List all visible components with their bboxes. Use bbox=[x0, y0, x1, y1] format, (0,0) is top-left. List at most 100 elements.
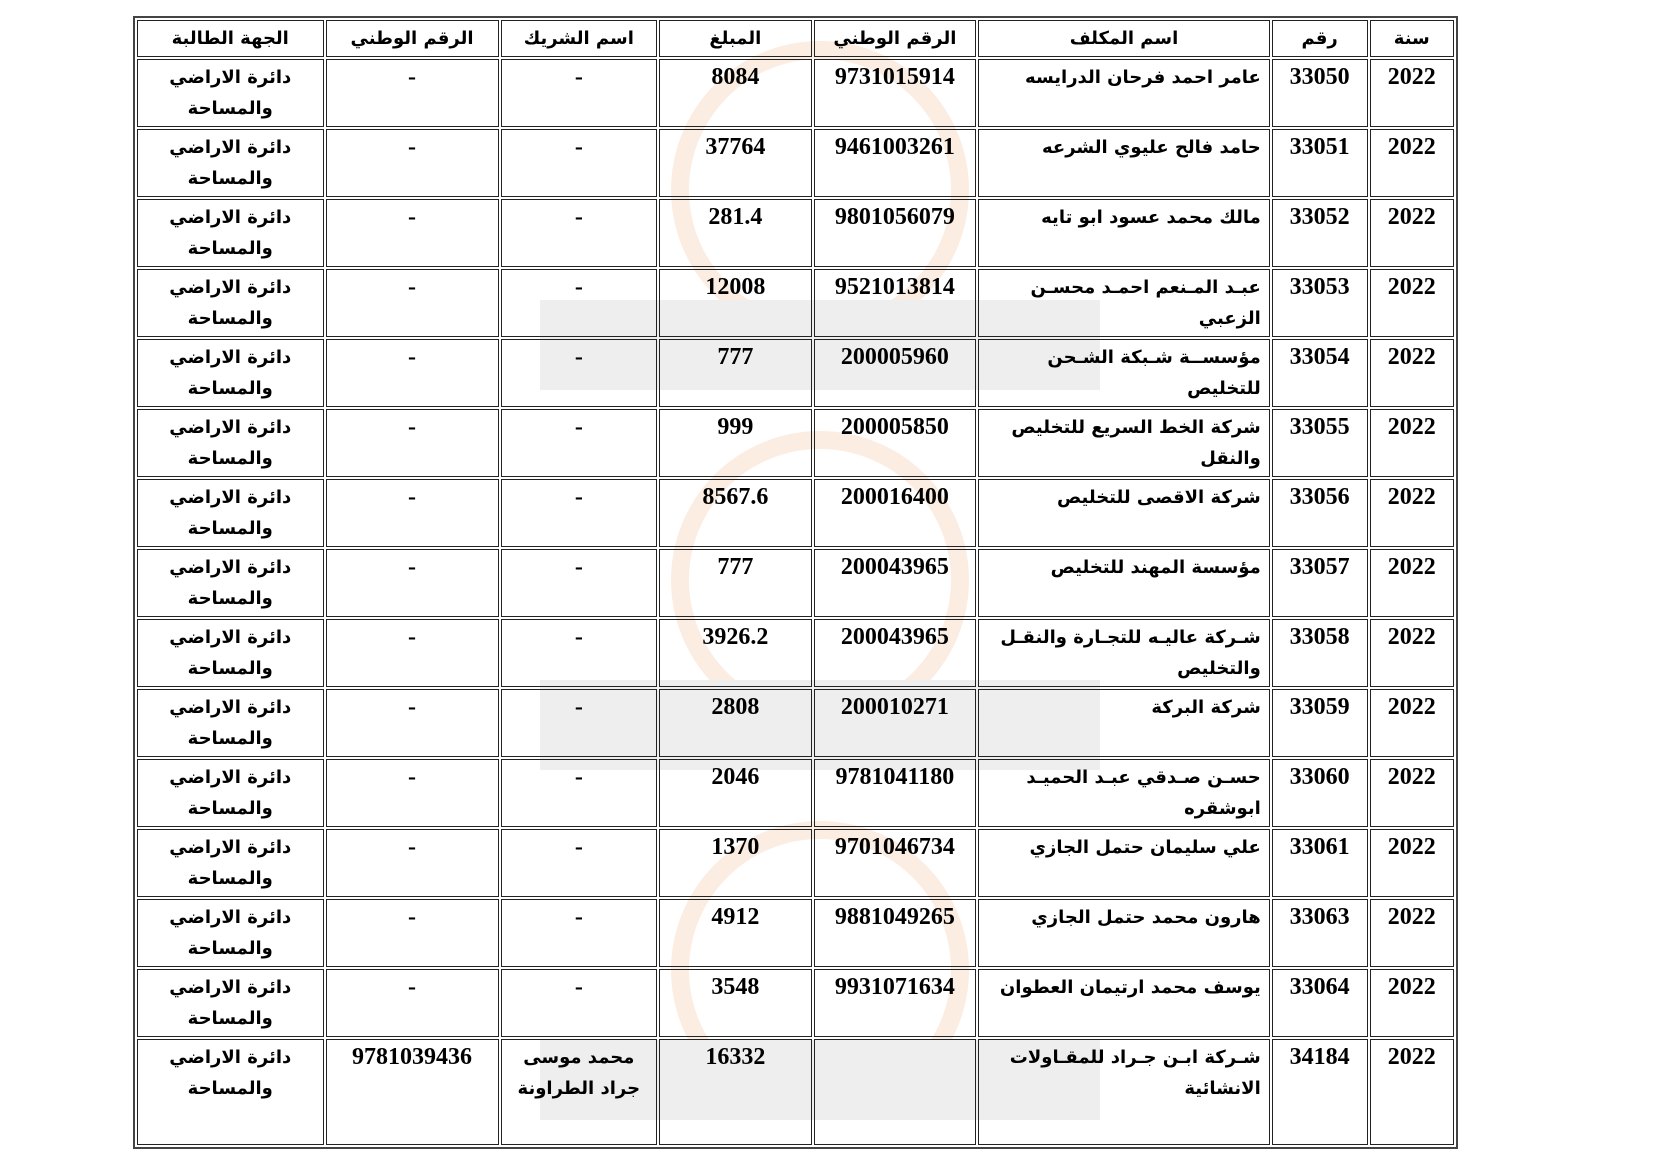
partner-national-id-cell: - bbox=[325, 969, 499, 1037]
amount-cell: 8084 bbox=[659, 59, 812, 127]
taxpayer-name-cell: هارون محمد حتمل الجازي bbox=[978, 899, 1270, 967]
number-cell: 34184 bbox=[1271, 1039, 1368, 1145]
header-taxpayer-name: اسم المكلف bbox=[978, 20, 1270, 57]
table-row: 2022 33063 هارون محمد حتمل الجازي 988104926… bbox=[137, 899, 1454, 967]
national-id-cell: 200005850 bbox=[813, 409, 977, 477]
national-id-cell: 9931071634 bbox=[813, 969, 977, 1037]
number-cell: 33050 bbox=[1271, 59, 1368, 127]
table-row: 2022 33052 مالك محمد عسود ابو تايه 98010560… bbox=[137, 199, 1454, 267]
table-row: 2022 33060 حسـن صـدقي عبـد الحميـد ابوشقره… bbox=[137, 759, 1454, 827]
number-cell: 33053 bbox=[1271, 269, 1368, 337]
requesting-party-cell: دائرة الاراضي والمساحة bbox=[137, 1039, 324, 1145]
national-id-cell: 9801056079 bbox=[813, 199, 977, 267]
amount-cell: 3926.2 bbox=[659, 619, 812, 687]
table-row: 2022 33055 شركة الخط السريع للتخليص والنقل… bbox=[137, 409, 1454, 477]
year-cell: 2022 bbox=[1369, 619, 1454, 687]
requesting-party-cell: دائرة الاراضي والمساحة bbox=[137, 129, 324, 197]
table-row: 2022 33051 حامد فالح عليوي الشرعه 946100326… bbox=[137, 129, 1454, 197]
year-cell: 2022 bbox=[1369, 549, 1454, 617]
table-row: 2022 33059 شركة البركة 200010271 2808- - دائرة… bbox=[137, 689, 1454, 757]
national-id-cell: 200043965 bbox=[813, 549, 977, 617]
year-cell: 2022 bbox=[1369, 59, 1454, 127]
header-amount: المبلغ bbox=[659, 20, 812, 57]
number-cell: 33057 bbox=[1271, 549, 1368, 617]
requesting-party-cell: دائرة الاراضي والمساحة bbox=[137, 969, 324, 1037]
partner-name-cell: - bbox=[500, 129, 658, 197]
requesting-party-cell: دائرة الاراضي والمساحة bbox=[137, 619, 324, 687]
partner-national-id-cell: - bbox=[325, 549, 499, 617]
year-cell: 2022 bbox=[1369, 689, 1454, 757]
taxpayer-name-cell: شركة الاقصى للتخليص bbox=[978, 479, 1270, 547]
partner-national-id-cell: - bbox=[325, 199, 499, 267]
year-cell: 2022 bbox=[1369, 129, 1454, 197]
taxpayer-name-cell: حسـن صـدقي عبـد الحميـد ابوشقره bbox=[978, 759, 1270, 827]
taxpayer-name-cell: شـركة عاليـه للتجـارة والنقـل والتخليص bbox=[978, 619, 1270, 687]
national-id-cell: 200010271 bbox=[813, 689, 977, 757]
national-id-cell: 200005960 bbox=[813, 339, 977, 407]
amount-cell: 281.4 bbox=[659, 199, 812, 267]
requesting-party-cell: دائرة الاراضي والمساحة bbox=[137, 59, 324, 127]
partner-national-id-cell: - bbox=[325, 269, 499, 337]
header-partner-national-id: الرقم الوطني bbox=[325, 20, 499, 57]
national-id-cell: 9781041180 bbox=[813, 759, 977, 827]
partner-name-cell: - bbox=[500, 619, 658, 687]
number-cell: 33058 bbox=[1271, 619, 1368, 687]
year-cell: 2022 bbox=[1369, 899, 1454, 967]
year-cell: 2022 bbox=[1369, 1039, 1454, 1145]
taxpayer-name-cell: يوسف محمد ارتيمان العطوان bbox=[978, 969, 1270, 1037]
partner-national-id-cell: - bbox=[325, 129, 499, 197]
amount-cell: 16332 bbox=[659, 1039, 812, 1145]
requesting-party-cell: دائرة الاراضي والمساحة bbox=[137, 409, 324, 477]
partner-national-id-cell: - bbox=[325, 409, 499, 477]
amount-cell: 777 bbox=[659, 339, 812, 407]
amount-cell: 12008 bbox=[659, 269, 812, 337]
taxpayer-name-cell: حامد فالح عليوي الشرعه bbox=[978, 129, 1270, 197]
partner-national-id-cell: - bbox=[325, 619, 499, 687]
requesting-party-cell: دائرة الاراضي والمساحة bbox=[137, 339, 324, 407]
table-header-row: سنة رقم اسم المكلف الرقم الوطني المبلغ اسم ال… bbox=[137, 20, 1454, 57]
partner-name-cell: - bbox=[500, 409, 658, 477]
table-row: 2022 33053 عبـد المـنعم احمـد محسـن الزعبي… bbox=[137, 269, 1454, 337]
national-id-cell: 9701046734 bbox=[813, 829, 977, 897]
national-id-cell: 200016400 bbox=[813, 479, 977, 547]
header-requesting-party: الجهة الطالبة bbox=[137, 20, 324, 57]
partner-national-id-cell: - bbox=[325, 339, 499, 407]
amount-cell: 4912 bbox=[659, 899, 812, 967]
number-cell: 33059 bbox=[1271, 689, 1368, 757]
year-cell: 2022 bbox=[1369, 829, 1454, 897]
partner-national-id-cell: - bbox=[325, 59, 499, 127]
year-cell: 2022 bbox=[1369, 759, 1454, 827]
amount-cell: 1370 bbox=[659, 829, 812, 897]
partner-name-cell: - bbox=[500, 829, 658, 897]
table-row: 2022 33054 مؤسســة شـبكة الشـحن للتخليص 200… bbox=[137, 339, 1454, 407]
amount-cell: 8567.6 bbox=[659, 479, 812, 547]
partner-name-cell: - bbox=[500, 549, 658, 617]
requesting-party-cell: دائرة الاراضي والمساحة bbox=[137, 199, 324, 267]
table-row: 2022 33061 علي سليمان حتمل الجازي 970104673… bbox=[137, 829, 1454, 897]
partner-name-cell: محمد موسى جراد الطراونة bbox=[500, 1039, 658, 1145]
table-row: 2022 34184 شـركة ابـن جـراد للمقـاولات الا… bbox=[137, 1039, 1454, 1145]
partner-name-cell: - bbox=[500, 759, 658, 827]
taxpayer-name-cell: عبـد المـنعم احمـد محسـن الزعبي bbox=[978, 269, 1270, 337]
number-cell: 33063 bbox=[1271, 899, 1368, 967]
year-cell: 2022 bbox=[1369, 339, 1454, 407]
national-id-cell: 200043965 bbox=[813, 619, 977, 687]
requesting-party-cell: دائرة الاراضي والمساحة bbox=[137, 479, 324, 547]
amount-cell: 777 bbox=[659, 549, 812, 617]
number-cell: 33060 bbox=[1271, 759, 1368, 827]
partner-name-cell: - bbox=[500, 59, 658, 127]
taxpayer-name-cell: شـركة ابـن جـراد للمقـاولات الانشائية bbox=[978, 1039, 1270, 1145]
table-row: 2022 33056 شركة الاقصى للتخليص 200016400 856… bbox=[137, 479, 1454, 547]
taxpayer-name-cell: شركة الخط السريع للتخليص والنقل bbox=[978, 409, 1270, 477]
taxpayer-name-cell: مؤسســة شـبكة الشـحن للتخليص bbox=[978, 339, 1270, 407]
national-id-cell: 9731015914 bbox=[813, 59, 977, 127]
amount-cell: 2808 bbox=[659, 689, 812, 757]
requesting-party-cell: دائرة الاراضي والمساحة bbox=[137, 269, 324, 337]
partner-national-id-cell: - bbox=[325, 689, 499, 757]
number-cell: 33064 bbox=[1271, 969, 1368, 1037]
year-cell: 2022 bbox=[1369, 199, 1454, 267]
requesting-party-cell: دائرة الاراضي والمساحة bbox=[137, 689, 324, 757]
number-cell: 33052 bbox=[1271, 199, 1368, 267]
year-cell: 2022 bbox=[1369, 479, 1454, 547]
taxpayer-name-cell: علي سليمان حتمل الجازي bbox=[978, 829, 1270, 897]
